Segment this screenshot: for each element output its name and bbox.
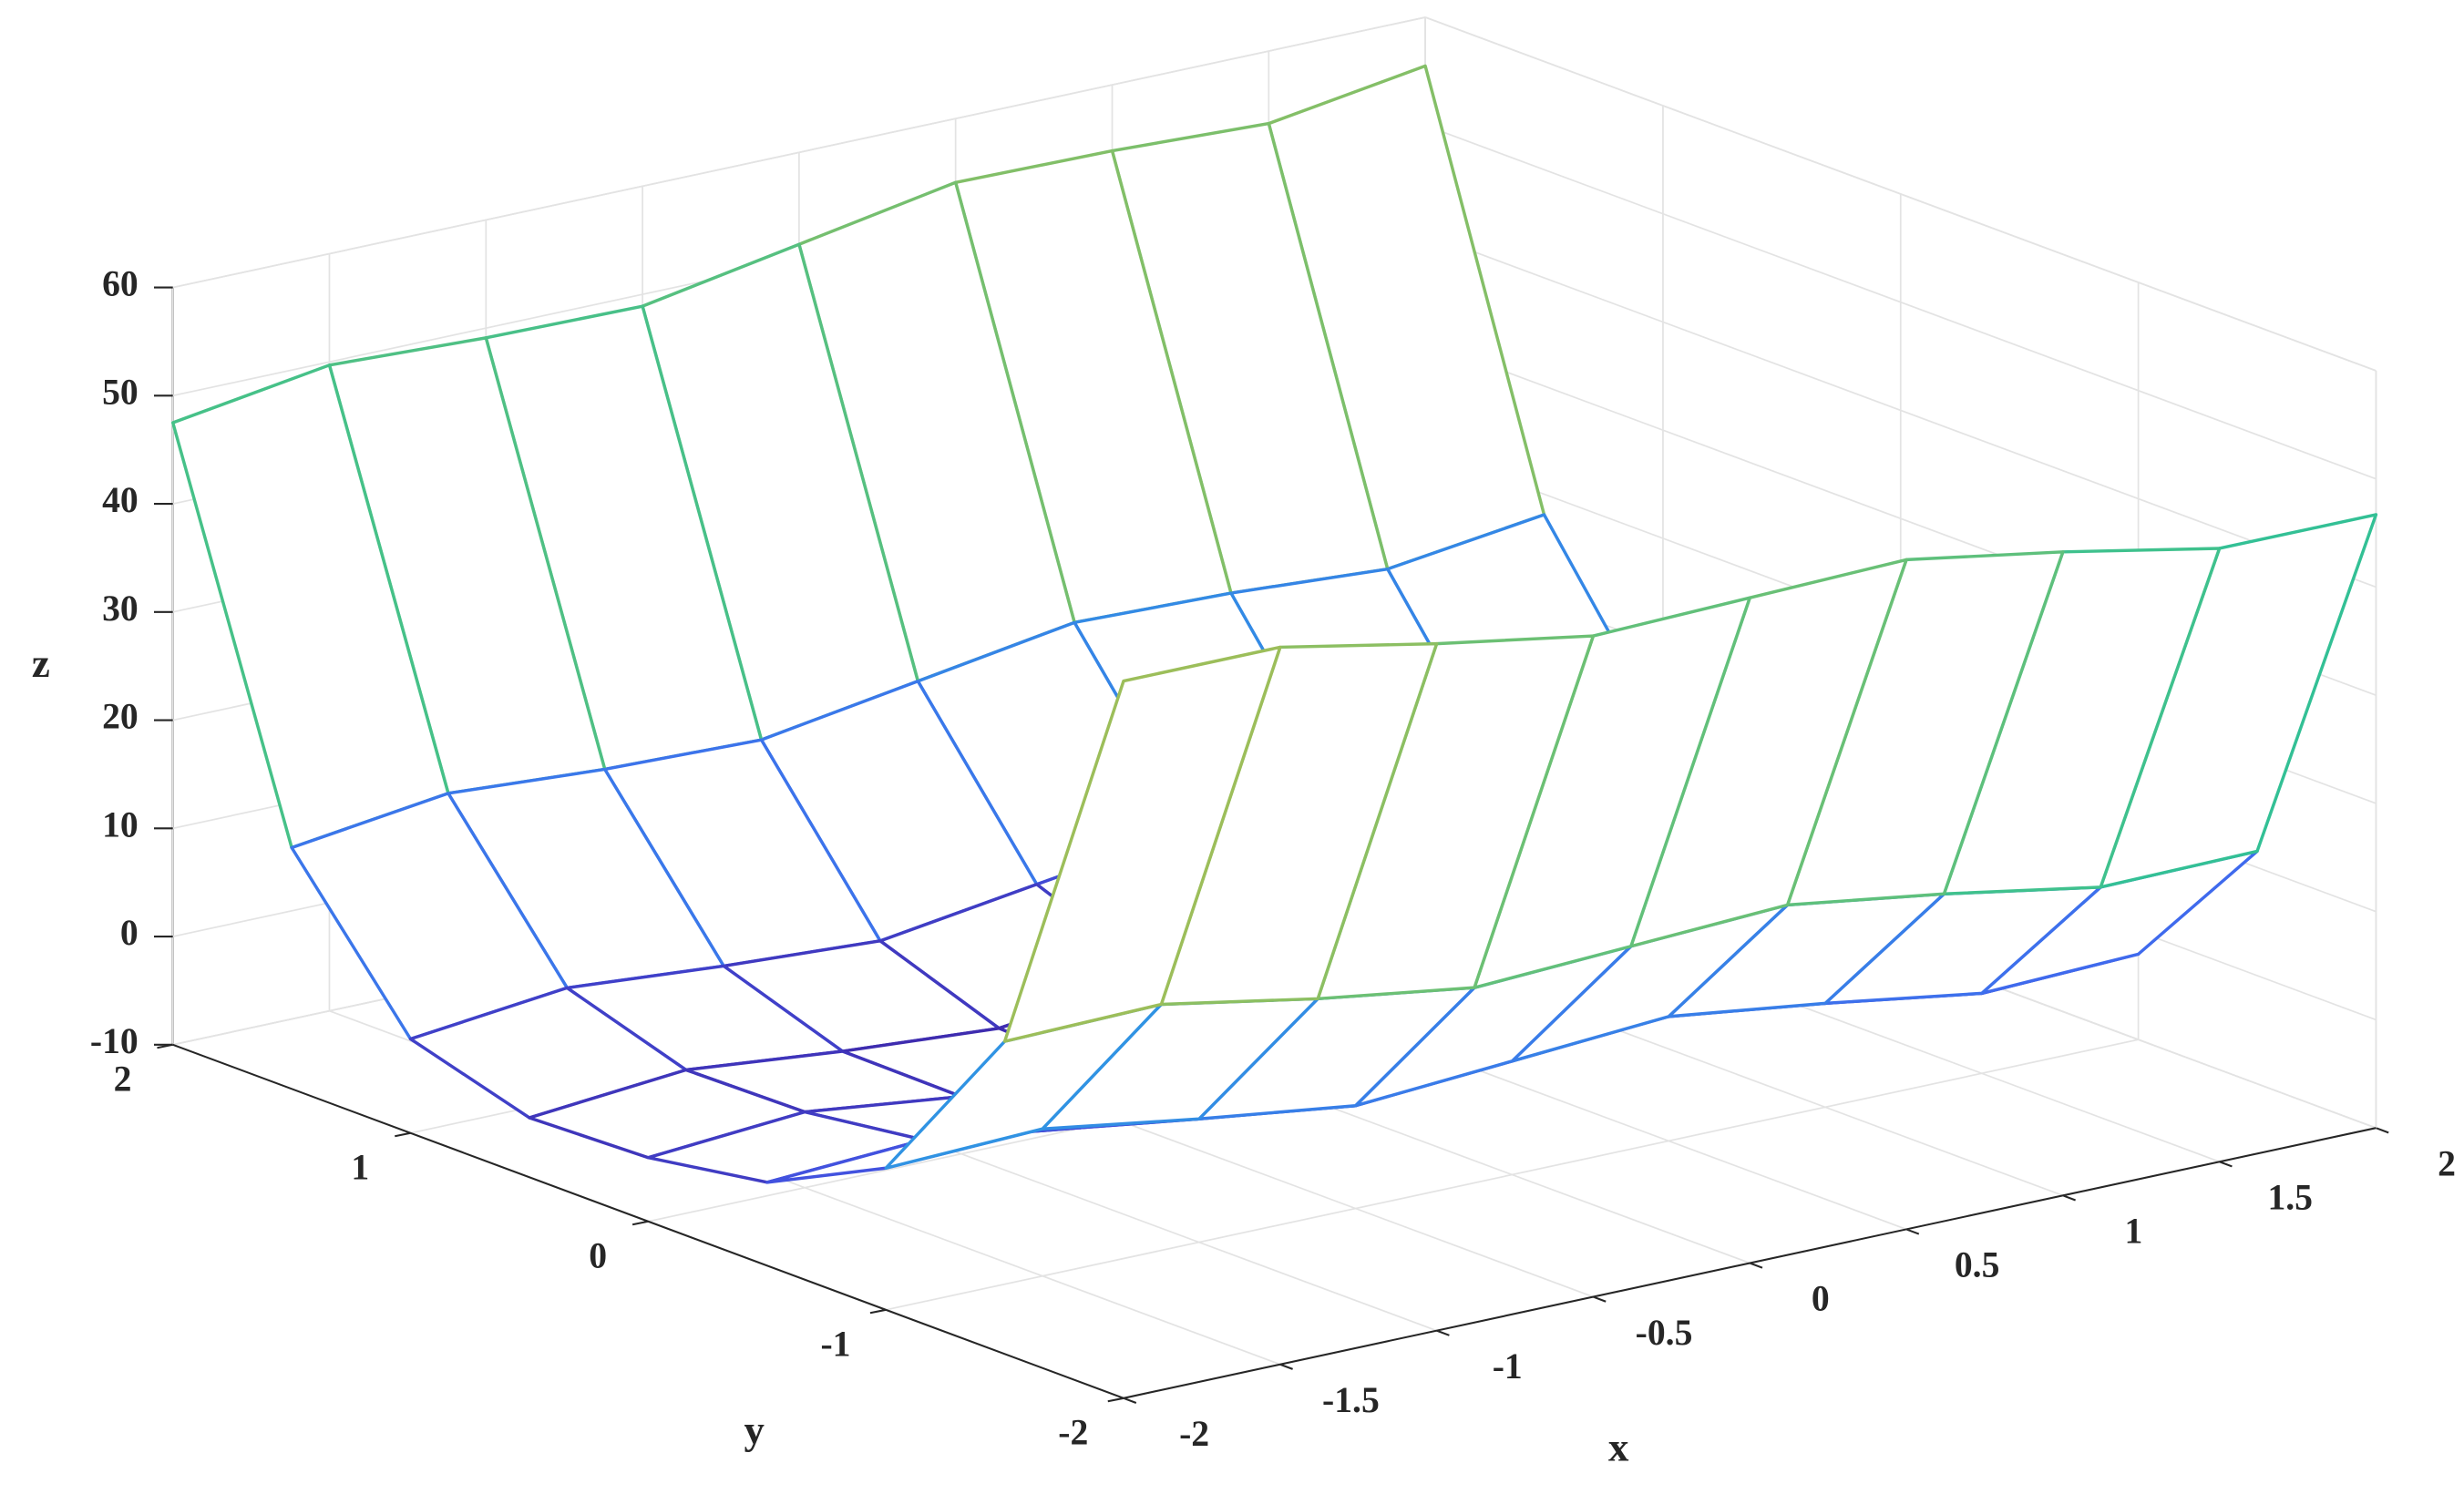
y-tick (1107, 1397, 1124, 1403)
z-tick-label: 30 (102, 588, 139, 629)
x-tick (1905, 1228, 1920, 1235)
x-tick-label: -1.5 (1322, 1380, 1380, 1420)
x-axis (1123, 1127, 2377, 1399)
mesh-cell (1002, 645, 1282, 1043)
y-tick-label: 1 (351, 1147, 369, 1187)
y-tick (869, 1308, 887, 1315)
grid-line (172, 16, 1426, 289)
x-tick-label: 1 (2125, 1212, 2143, 1252)
grid-line (1424, 124, 2377, 480)
x-tick (2376, 1127, 2389, 1134)
x-tick-label: -1 (1493, 1346, 1523, 1387)
x-tick (2062, 1194, 2076, 1202)
grid-line (1424, 16, 2377, 372)
x-tick (1279, 1363, 1293, 1370)
z-tick-label: -10 (90, 1021, 139, 1061)
z-tick-label: 0 (120, 913, 139, 953)
y-tick (395, 1131, 411, 1138)
x-tick-label: 0 (1812, 1279, 1830, 1319)
x-tick-label: 2 (2438, 1143, 2456, 1183)
x-tick-label: -2 (1179, 1414, 1209, 1454)
x-tick (1749, 1262, 1763, 1269)
z-tick-label: 10 (102, 804, 139, 844)
z-tick-label: 20 (102, 697, 139, 737)
y-axis (172, 1043, 1124, 1399)
z-tick-label: 40 (102, 480, 139, 520)
y-tick-label: 2 (114, 1059, 132, 1099)
x-axis-label: x (1608, 1425, 1629, 1470)
grid-line (885, 1039, 2139, 1311)
y-tick-label: -2 (1058, 1412, 1088, 1452)
y-tick-label: 0 (589, 1235, 607, 1275)
y-axis-label: y (744, 1407, 765, 1453)
y-tick-label: -1 (820, 1324, 850, 1364)
x-tick-label: -0.5 (1636, 1313, 1693, 1353)
x-tick (1123, 1397, 1137, 1404)
y-tick (631, 1220, 649, 1226)
z-tick-label: 60 (102, 264, 139, 304)
x-tick-label: 1.5 (2267, 1177, 2313, 1217)
x-tick-label: 0.5 (1955, 1245, 2000, 1285)
z-axis-label: z (32, 640, 50, 686)
x-tick (1593, 1295, 1607, 1303)
z-tick-label: 50 (102, 372, 139, 412)
x-tick (1436, 1329, 1450, 1336)
x-tick (2219, 1161, 2233, 1168)
grid-line (1424, 232, 2377, 588)
